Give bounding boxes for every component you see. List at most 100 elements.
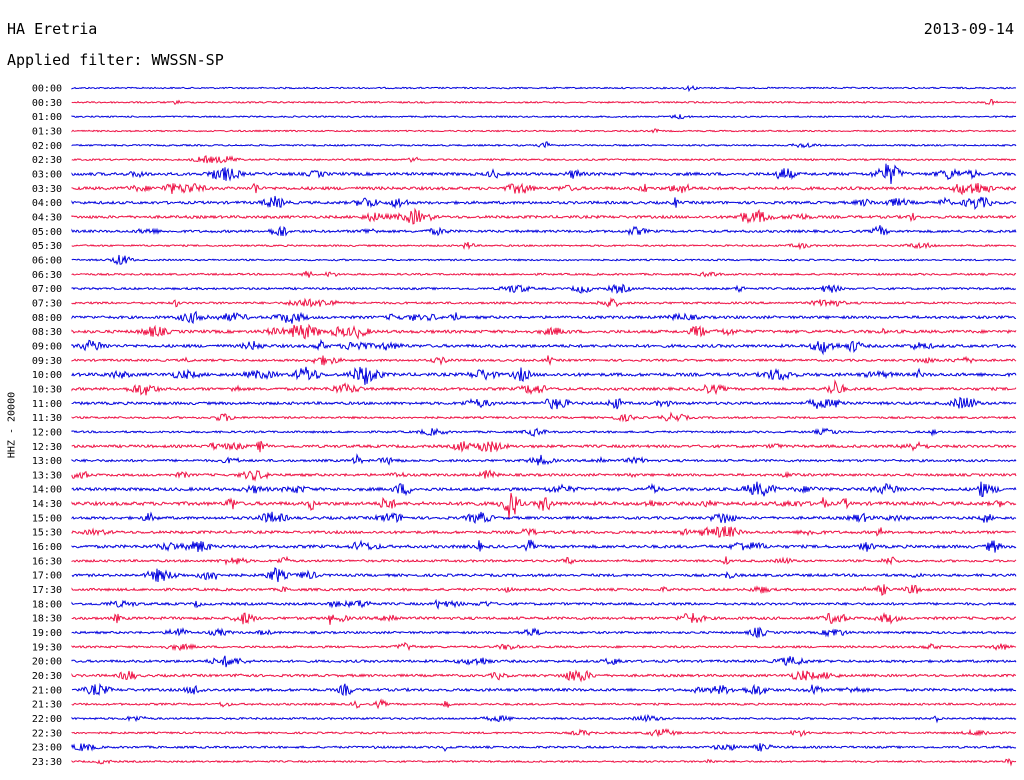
- seismic-trace: [71, 669, 1016, 683]
- row-time-label: 10:00: [32, 370, 62, 381]
- seismic-trace: [71, 379, 1017, 396]
- seismic-trace: [71, 641, 1017, 652]
- seismic-trace: [71, 297, 1017, 308]
- seismic-trace: [71, 113, 1017, 120]
- row-time-label: 23:30: [32, 757, 62, 768]
- seismic-trace: [71, 714, 1017, 724]
- row-time-label: 14:30: [32, 499, 62, 510]
- row-time-label: 23:00: [32, 743, 62, 754]
- seismic-trace: [71, 453, 1017, 466]
- seismic-trace: [71, 84, 1017, 93]
- row-time-label: 05:00: [32, 227, 62, 238]
- applied-filter: Applied filter: WWSSN-SP: [7, 51, 224, 69]
- seismic-trace: [71, 207, 1017, 225]
- seismic-trace: [71, 195, 1017, 211]
- seismic-trace: [71, 254, 1017, 266]
- row-time-label: 20:00: [32, 657, 62, 668]
- seismic-trace: [71, 411, 1017, 423]
- row-time-label: 13:00: [32, 456, 62, 467]
- seismic-trace: [71, 241, 1017, 251]
- row-time-label: 18:30: [32, 614, 62, 625]
- seismic-trace: [71, 182, 1017, 196]
- seismic-trace: [71, 698, 1017, 710]
- row-time-label: 17:30: [32, 585, 62, 596]
- record-date: 2013-09-14: [923, 20, 1014, 38]
- seismic-trace: [71, 728, 1017, 738]
- seismic-trace: [71, 757, 1017, 767]
- row-time-label: 13:30: [32, 470, 62, 481]
- row-time-label: 21:00: [32, 685, 62, 696]
- seismic-trace: [71, 155, 1017, 164]
- seismic-trace: [71, 539, 1017, 553]
- row-time-label: 20:30: [32, 671, 62, 682]
- row-time-label: 06:30: [32, 270, 62, 281]
- row-time-label: 18:00: [32, 599, 62, 610]
- row-time-label: 08:30: [32, 327, 62, 338]
- row-time-label: 22:30: [32, 728, 62, 739]
- seismic-trace: [71, 396, 1017, 410]
- row-time-label: 04:30: [32, 212, 62, 223]
- seismic-trace: [71, 584, 1017, 596]
- seismic-trace: [71, 626, 1017, 639]
- row-time-label: 19:30: [32, 642, 62, 653]
- station-title: HA Eretria: [7, 20, 98, 38]
- seismic-trace: [71, 427, 1016, 438]
- row-time-label: 07:30: [32, 298, 62, 309]
- seismic-trace: [71, 743, 1017, 752]
- row-time-label: 06:00: [32, 255, 62, 266]
- row-time-label: 09:30: [32, 356, 62, 367]
- seismic-trace: [71, 440, 1017, 453]
- seismic-trace: [71, 555, 1017, 566]
- row-time-label: 19:00: [32, 628, 62, 639]
- seismic-trace: [71, 270, 1017, 278]
- row-time-label: 15:30: [32, 528, 62, 539]
- seismic-trace: [71, 225, 1017, 237]
- seismic-trace: [71, 98, 1017, 106]
- row-time-label: 07:00: [32, 284, 62, 295]
- row-time-label: 09:00: [32, 341, 62, 352]
- row-time-label: 00:30: [32, 98, 62, 109]
- row-time-label: 10:30: [32, 384, 62, 395]
- row-time-label: 22:00: [32, 714, 62, 725]
- row-time-label: 01:30: [32, 126, 62, 137]
- seismic-trace: [71, 469, 1017, 482]
- row-time-label: 21:30: [32, 700, 62, 711]
- row-time-label: 15:00: [32, 513, 62, 524]
- row-time-label: 03:00: [32, 169, 62, 180]
- seismic-trace: [71, 682, 1017, 697]
- row-time-label: 11:30: [32, 413, 62, 424]
- row-time-label: 02:30: [32, 155, 62, 166]
- seismic-trace: [71, 511, 1017, 524]
- seismic-trace: [71, 366, 1017, 385]
- seismic-trace: [71, 338, 1017, 356]
- seismic-trace: [71, 526, 1017, 538]
- row-time-label: 03:30: [32, 184, 62, 195]
- seismic-trace: [71, 611, 1017, 625]
- seismic-trace: [71, 655, 1017, 668]
- seismic-trace: [71, 128, 1017, 134]
- seismic-trace: [71, 310, 1017, 325]
- seismic-trace: [71, 481, 1017, 498]
- seismic-trace: [71, 163, 1017, 185]
- row-time-label: 12:30: [32, 442, 62, 453]
- row-time-label: 12:00: [32, 427, 62, 438]
- row-time-label: 17:00: [32, 571, 62, 582]
- seismic-trace: [71, 598, 1017, 610]
- seismic-trace: [71, 283, 1016, 295]
- row-time-label: 04:00: [32, 198, 62, 209]
- row-time-label: 05:30: [32, 241, 62, 252]
- seismic-trace: [71, 323, 1017, 340]
- row-time-label: 01:00: [32, 112, 62, 123]
- seismic-trace: [71, 492, 1017, 519]
- row-time-label: 16:00: [32, 542, 62, 553]
- row-time-label: 08:00: [32, 313, 62, 324]
- row-time-label: 00:00: [32, 84, 62, 95]
- row-time-label: 14:00: [32, 485, 62, 496]
- row-time-label: 11:00: [32, 399, 62, 410]
- seismic-trace: [71, 141, 1017, 149]
- row-time-label: 16:30: [32, 556, 62, 567]
- seismic-trace: [71, 567, 1017, 583]
- row-time-label: 02:00: [32, 141, 62, 152]
- seismic-trace: [71, 355, 1017, 366]
